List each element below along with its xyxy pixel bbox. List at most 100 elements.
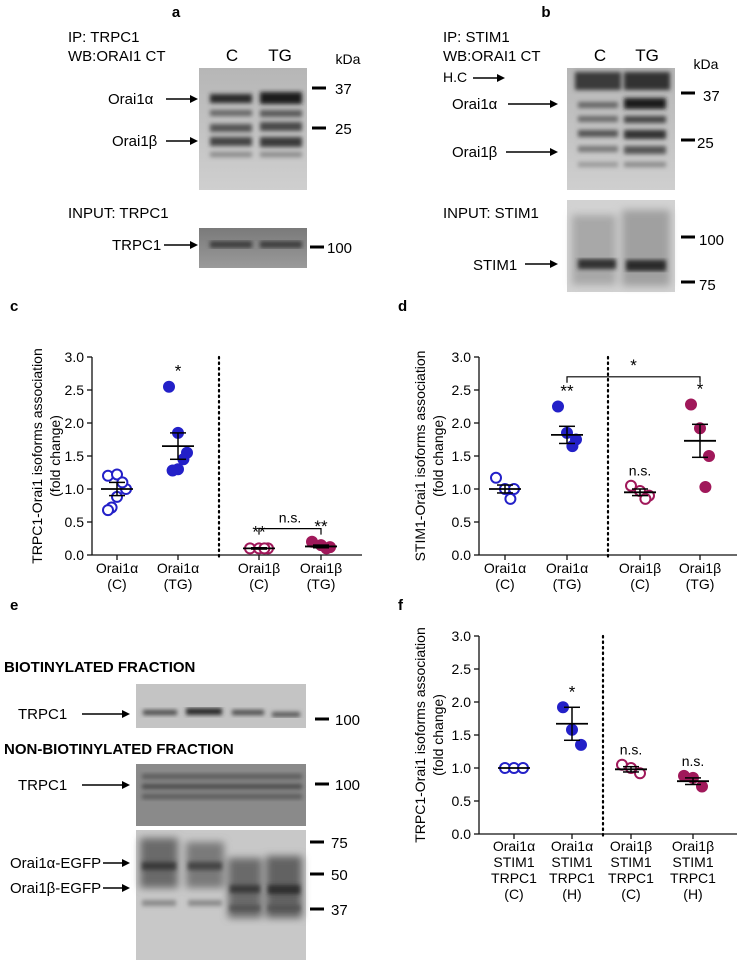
y-tick-label: 3.0 (452, 628, 472, 644)
x-tick-label: (TG) (553, 576, 582, 592)
nonbiot-title: NON-BIOTINYLATED FRACTION (4, 741, 234, 758)
significance-label: ** (314, 517, 328, 536)
x-tick-label: Orai1α (96, 560, 138, 576)
chart-d: 0.0 0.5 1.0 1.5 2.0 2.5 3.0 STIM1-Orai1 isoform… (412, 349, 737, 592)
panel-a: a IP: TRPC1 WB:ORAI1 CT C TG kDa Orai1α … (68, 4, 361, 268)
data-point (552, 400, 564, 413)
y-axis-sublabel: (fold change) (47, 415, 63, 497)
data-point (634, 767, 646, 780)
input-label-b: INPUT: STIM1 (443, 205, 539, 222)
marker-37-a: 37 (335, 81, 352, 98)
x-tick-label: Orai1α (551, 838, 593, 854)
x-tick-label: STIM1 (672, 854, 713, 870)
y-tick-label: 1.0 (452, 760, 472, 776)
x-tick-label: Orai1β (610, 838, 652, 854)
panel-letter-b: b (541, 4, 550, 21)
x-tick-label: Orai1β (300, 560, 342, 576)
y-tick-label: 1.5 (452, 727, 472, 743)
comparison-label: * (630, 356, 637, 375)
data-point (566, 440, 579, 453)
blot-a-bands (210, 92, 302, 157)
data-point (575, 738, 587, 751)
y-tick-label: 3.0 (452, 349, 472, 365)
significance-label: n.s. (620, 742, 643, 758)
band-label-orai1b-b: Orai1β (452, 144, 498, 161)
egfp-marker-50: 50 (331, 867, 348, 884)
y-tick-label: 1.0 (65, 481, 85, 497)
comparison-bracket (258, 528, 322, 535)
panel-letter-c: c (10, 298, 18, 315)
y-axis-label: STIM1-Orai1 isoforms association (412, 351, 428, 562)
x-tick-label: STIM1 (493, 854, 534, 870)
y-tick-label: 2.5 (452, 661, 472, 677)
x-tick-label: STIM1 (610, 854, 651, 870)
panel-e: BIOTINYLATED FRACTION TRPC1 100 NON-BIOT… (4, 659, 360, 960)
biot-band-label: TRPC1 (18, 706, 67, 723)
comparison-bracket (566, 376, 701, 383)
y-tick-label: 2.0 (452, 415, 472, 431)
data-point (490, 471, 502, 484)
significance-label: n.s. (629, 463, 652, 479)
egfp-marker-75: 75 (331, 835, 348, 852)
x-tick-label: TRPC1 (549, 870, 595, 886)
band-label-hc-b: H.C (443, 69, 467, 85)
x-tick-label: Orai1β (672, 838, 714, 854)
nonbiot-marker: 100 (335, 777, 360, 794)
y-tick-label: 0.5 (452, 514, 472, 530)
comparison-label: n.s. (279, 510, 302, 526)
data-point (639, 492, 652, 505)
y-tick-label: 2.0 (65, 415, 85, 431)
y-tick-label: 0.0 (452, 547, 472, 563)
data-point (685, 398, 697, 411)
x-tick-label: Orai1β (679, 560, 721, 576)
data-point (166, 464, 179, 477)
band-label-orai1b-a: Orai1β (112, 133, 158, 150)
egfp-band-label-a: Orai1α-EGFP (10, 855, 101, 872)
panel-letter-f: f (398, 597, 404, 614)
kda-label-a: kDa (336, 51, 361, 67)
significance-label: * (175, 362, 182, 381)
y-tick-label: 0.0 (452, 826, 472, 842)
x-tick-label: (H) (683, 886, 702, 902)
x-tick-label: TRPC1 (670, 870, 716, 886)
x-tick-label: Orai1β (238, 560, 280, 576)
input-marker-100-b: 100 (699, 232, 724, 249)
x-tick-label: (TG) (164, 576, 193, 592)
x-tick-label: STIM1 (551, 854, 592, 870)
x-tick-label: Orai1α (546, 560, 588, 576)
data-point (703, 450, 715, 462)
panel-letter-d: d (398, 298, 407, 315)
data-point (625, 479, 637, 492)
panel-letter-e: e (10, 597, 18, 614)
wb-label-a: WB:ORAI1 CT (68, 48, 166, 65)
x-tick-label: Orai1α (157, 560, 199, 576)
data-point (504, 492, 517, 505)
panel-b: b IP: STIM1 WB:ORAI1 CT C TG kDa H.C Ora… (443, 4, 724, 294)
y-tick-label: 0.5 (65, 514, 85, 530)
significance-label: n.s. (682, 753, 705, 769)
kda-label-b: kDa (694, 56, 719, 72)
marker-37-b: 37 (703, 88, 720, 105)
y-tick-label: 2.5 (65, 382, 85, 398)
y-tick-label: 1.5 (65, 448, 85, 464)
blot-b-bands (575, 72, 670, 167)
egfp-marker-37: 37 (331, 902, 348, 919)
y-tick-label: 1.0 (452, 481, 472, 497)
x-tick-label: (TG) (307, 576, 336, 592)
significance-label: ** (560, 382, 574, 401)
data-point (163, 380, 175, 393)
input-band-label-b: STIM1 (473, 257, 517, 274)
band-label-orai1a-b: Orai1α (452, 96, 498, 113)
lane-label-c: C (226, 46, 238, 65)
x-tick-label: (TG) (686, 576, 715, 592)
x-tick-label: TRPC1 (491, 870, 537, 886)
data-point (696, 780, 708, 793)
x-tick-label: (C) (630, 576, 649, 592)
y-tick-label: 0.5 (452, 793, 472, 809)
chart-c: 0.0 0.5 1.0 1.5 2.0 2.5 3.0 TRPC1-Orai1 isoform… (29, 348, 362, 592)
significance-label: * (569, 682, 576, 701)
significance-label: * (697, 380, 704, 399)
x-tick-label: Orai1α (484, 560, 526, 576)
wb-label-b: WB:ORAI1 CT (443, 48, 541, 65)
